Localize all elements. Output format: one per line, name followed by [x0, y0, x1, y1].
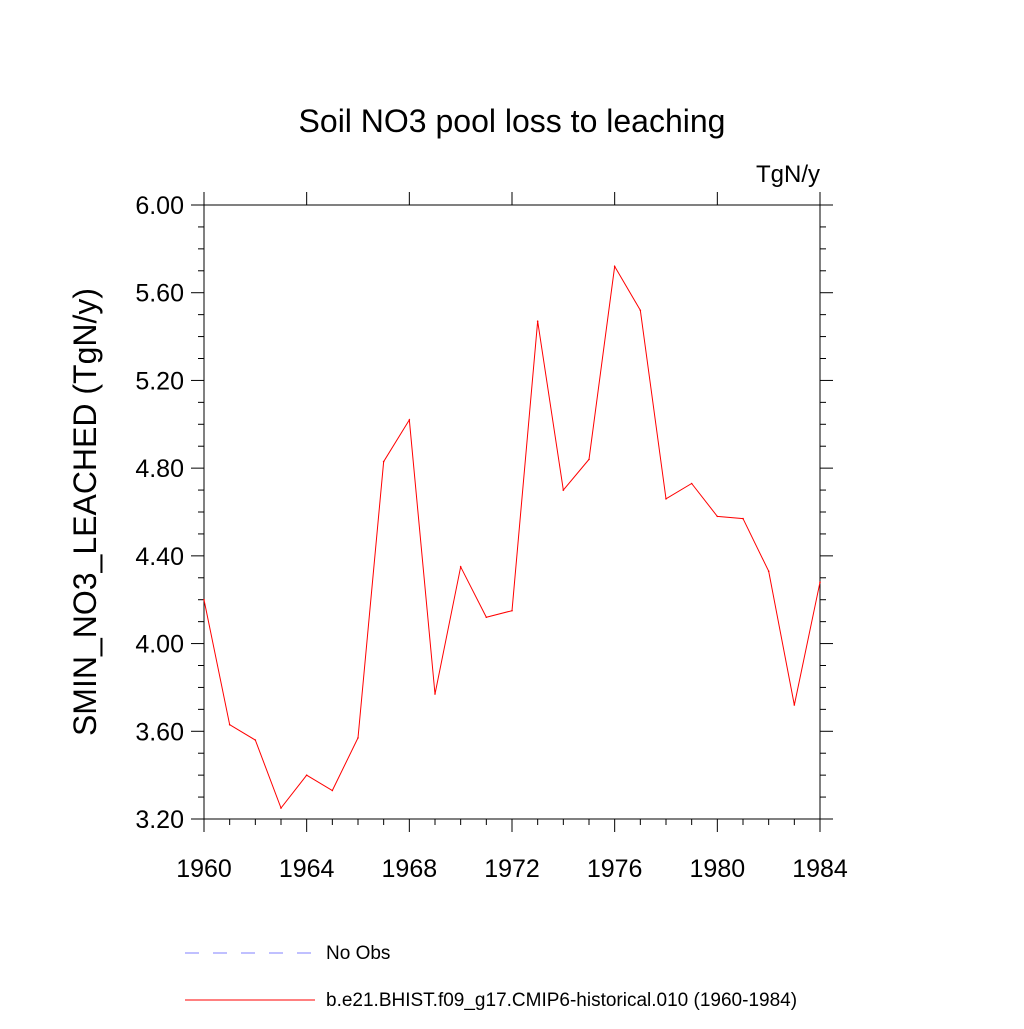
data-point: [434, 693, 436, 695]
data-point: [639, 309, 642, 312]
data-point: [228, 723, 231, 726]
legend-label-series: b.e21.BHIST.f09_g17.CMIP6-historical.010…: [326, 990, 797, 1011]
legend-label-no-obs: No Obs: [326, 943, 390, 964]
y-tick-label: 5.60: [135, 280, 184, 308]
data-point: [254, 739, 257, 741]
y-axis-label: SMIN_NO3_LEACHED (TgN/y): [67, 288, 103, 736]
axis-ticks: [191, 192, 833, 832]
data-point: [716, 515, 719, 518]
x-tick-label: 1968: [382, 855, 438, 883]
tick-labels: 1960 1964 1968 1972 1976 1980 1984 3.20 3.60 4.00…: [135, 192, 848, 883]
data-point: [690, 482, 693, 485]
series-points: [203, 265, 821, 809]
data-point: [459, 566, 462, 568]
x-tick-label: 1964: [279, 855, 335, 883]
x-tick-label: 1960: [176, 855, 232, 883]
y-tick-label: 3.20: [135, 806, 184, 834]
data-point: [793, 704, 796, 706]
data-point: [511, 609, 513, 612]
legend: No Obs b.e21.BHIST.f09_g17.CMIP6-histori…: [185, 943, 797, 1011]
data-point: [305, 774, 308, 776]
data-point: [665, 498, 667, 500]
data-point: [562, 489, 565, 491]
plot-frame: [203, 204, 821, 820]
y-tick-label: 4.80: [135, 455, 184, 483]
data-point: [742, 517, 744, 520]
data-point: [203, 598, 205, 601]
data-point: [588, 458, 590, 461]
y-tick-label: 6.00: [135, 192, 184, 220]
data-point: [613, 265, 616, 268]
chart-title: Soil NO3 pool loss to leaching: [299, 103, 726, 139]
x-tick-label: 1976: [587, 855, 643, 883]
data-point: [485, 616, 488, 619]
x-tick-label: 1980: [690, 855, 746, 883]
data-point: [536, 320, 539, 323]
data-point: [331, 789, 334, 792]
data-point: [280, 807, 282, 809]
x-tick-label: 1972: [484, 855, 540, 883]
x-tick-label: 1984: [792, 855, 848, 883]
data-point: [767, 570, 770, 573]
data-point: [819, 581, 821, 583]
y-tick-label: 5.20: [135, 367, 184, 395]
units-label: TgN/y: [756, 161, 820, 188]
data-point: [357, 737, 359, 739]
y-tick-label: 4.40: [135, 543, 184, 571]
y-tick-label: 3.60: [135, 718, 184, 746]
data-point: [408, 419, 411, 421]
data-point: [382, 460, 385, 463]
y-tick-label: 4.00: [135, 631, 184, 659]
series-line: [203, 264, 821, 810]
